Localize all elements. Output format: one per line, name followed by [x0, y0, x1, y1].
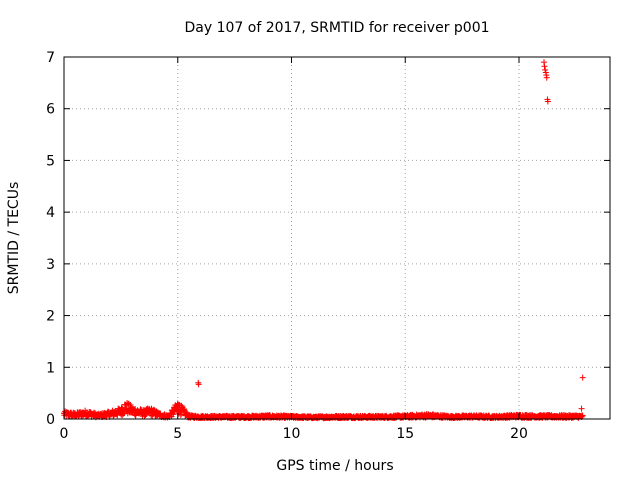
x-tick-label-1: 5	[173, 426, 182, 442]
data-point-baseline	[125, 400, 132, 407]
data-layer	[61, 59, 586, 422]
data-point-baseline	[127, 401, 134, 408]
y-tick-label-1: 1	[46, 360, 55, 376]
x-tick-label-3: 15	[396, 426, 414, 442]
data-point-baseline	[579, 412, 586, 419]
data-point-baseline	[142, 412, 149, 419]
data-point-outlier-6	[542, 66, 549, 73]
data-point-outlier-13	[578, 405, 585, 412]
x-tick-label-0: 0	[60, 426, 69, 442]
chart-title: Day 107 of 2017, SRMTID for receiver p00…	[184, 20, 489, 36]
y-tick-label-6: 6	[46, 102, 55, 118]
y-tick-label-4: 4	[46, 205, 55, 221]
y-tick-label-2: 2	[46, 309, 55, 325]
x-tick-label-4: 20	[510, 426, 528, 442]
y-tick-label-5: 5	[46, 153, 55, 169]
data-point-baseline	[178, 411, 185, 418]
plot-frame	[63, 56, 611, 420]
x-tick-label-2: 10	[283, 426, 301, 442]
data-point-outlier-1	[175, 402, 182, 409]
grid-layer	[64, 57, 610, 419]
x-axis-label: GPS time / hours	[276, 458, 393, 474]
y-tick-label-3: 3	[46, 257, 55, 273]
y-axis-label: SRMTID / TECUs	[6, 182, 22, 295]
data-point-outlier-3	[195, 381, 202, 388]
data-point-outlier-12	[579, 374, 586, 381]
data-point-outlier-5	[541, 63, 548, 70]
y-tick-label-7: 7	[46, 50, 55, 66]
data-point-outlier-9	[543, 74, 550, 81]
data-point-outlier-11	[544, 98, 551, 105]
tick-layer: 0 5 10 15 20 0 1 2 3 4 5 6 7	[46, 50, 610, 442]
y-tick-label-0: 0	[46, 412, 55, 428]
